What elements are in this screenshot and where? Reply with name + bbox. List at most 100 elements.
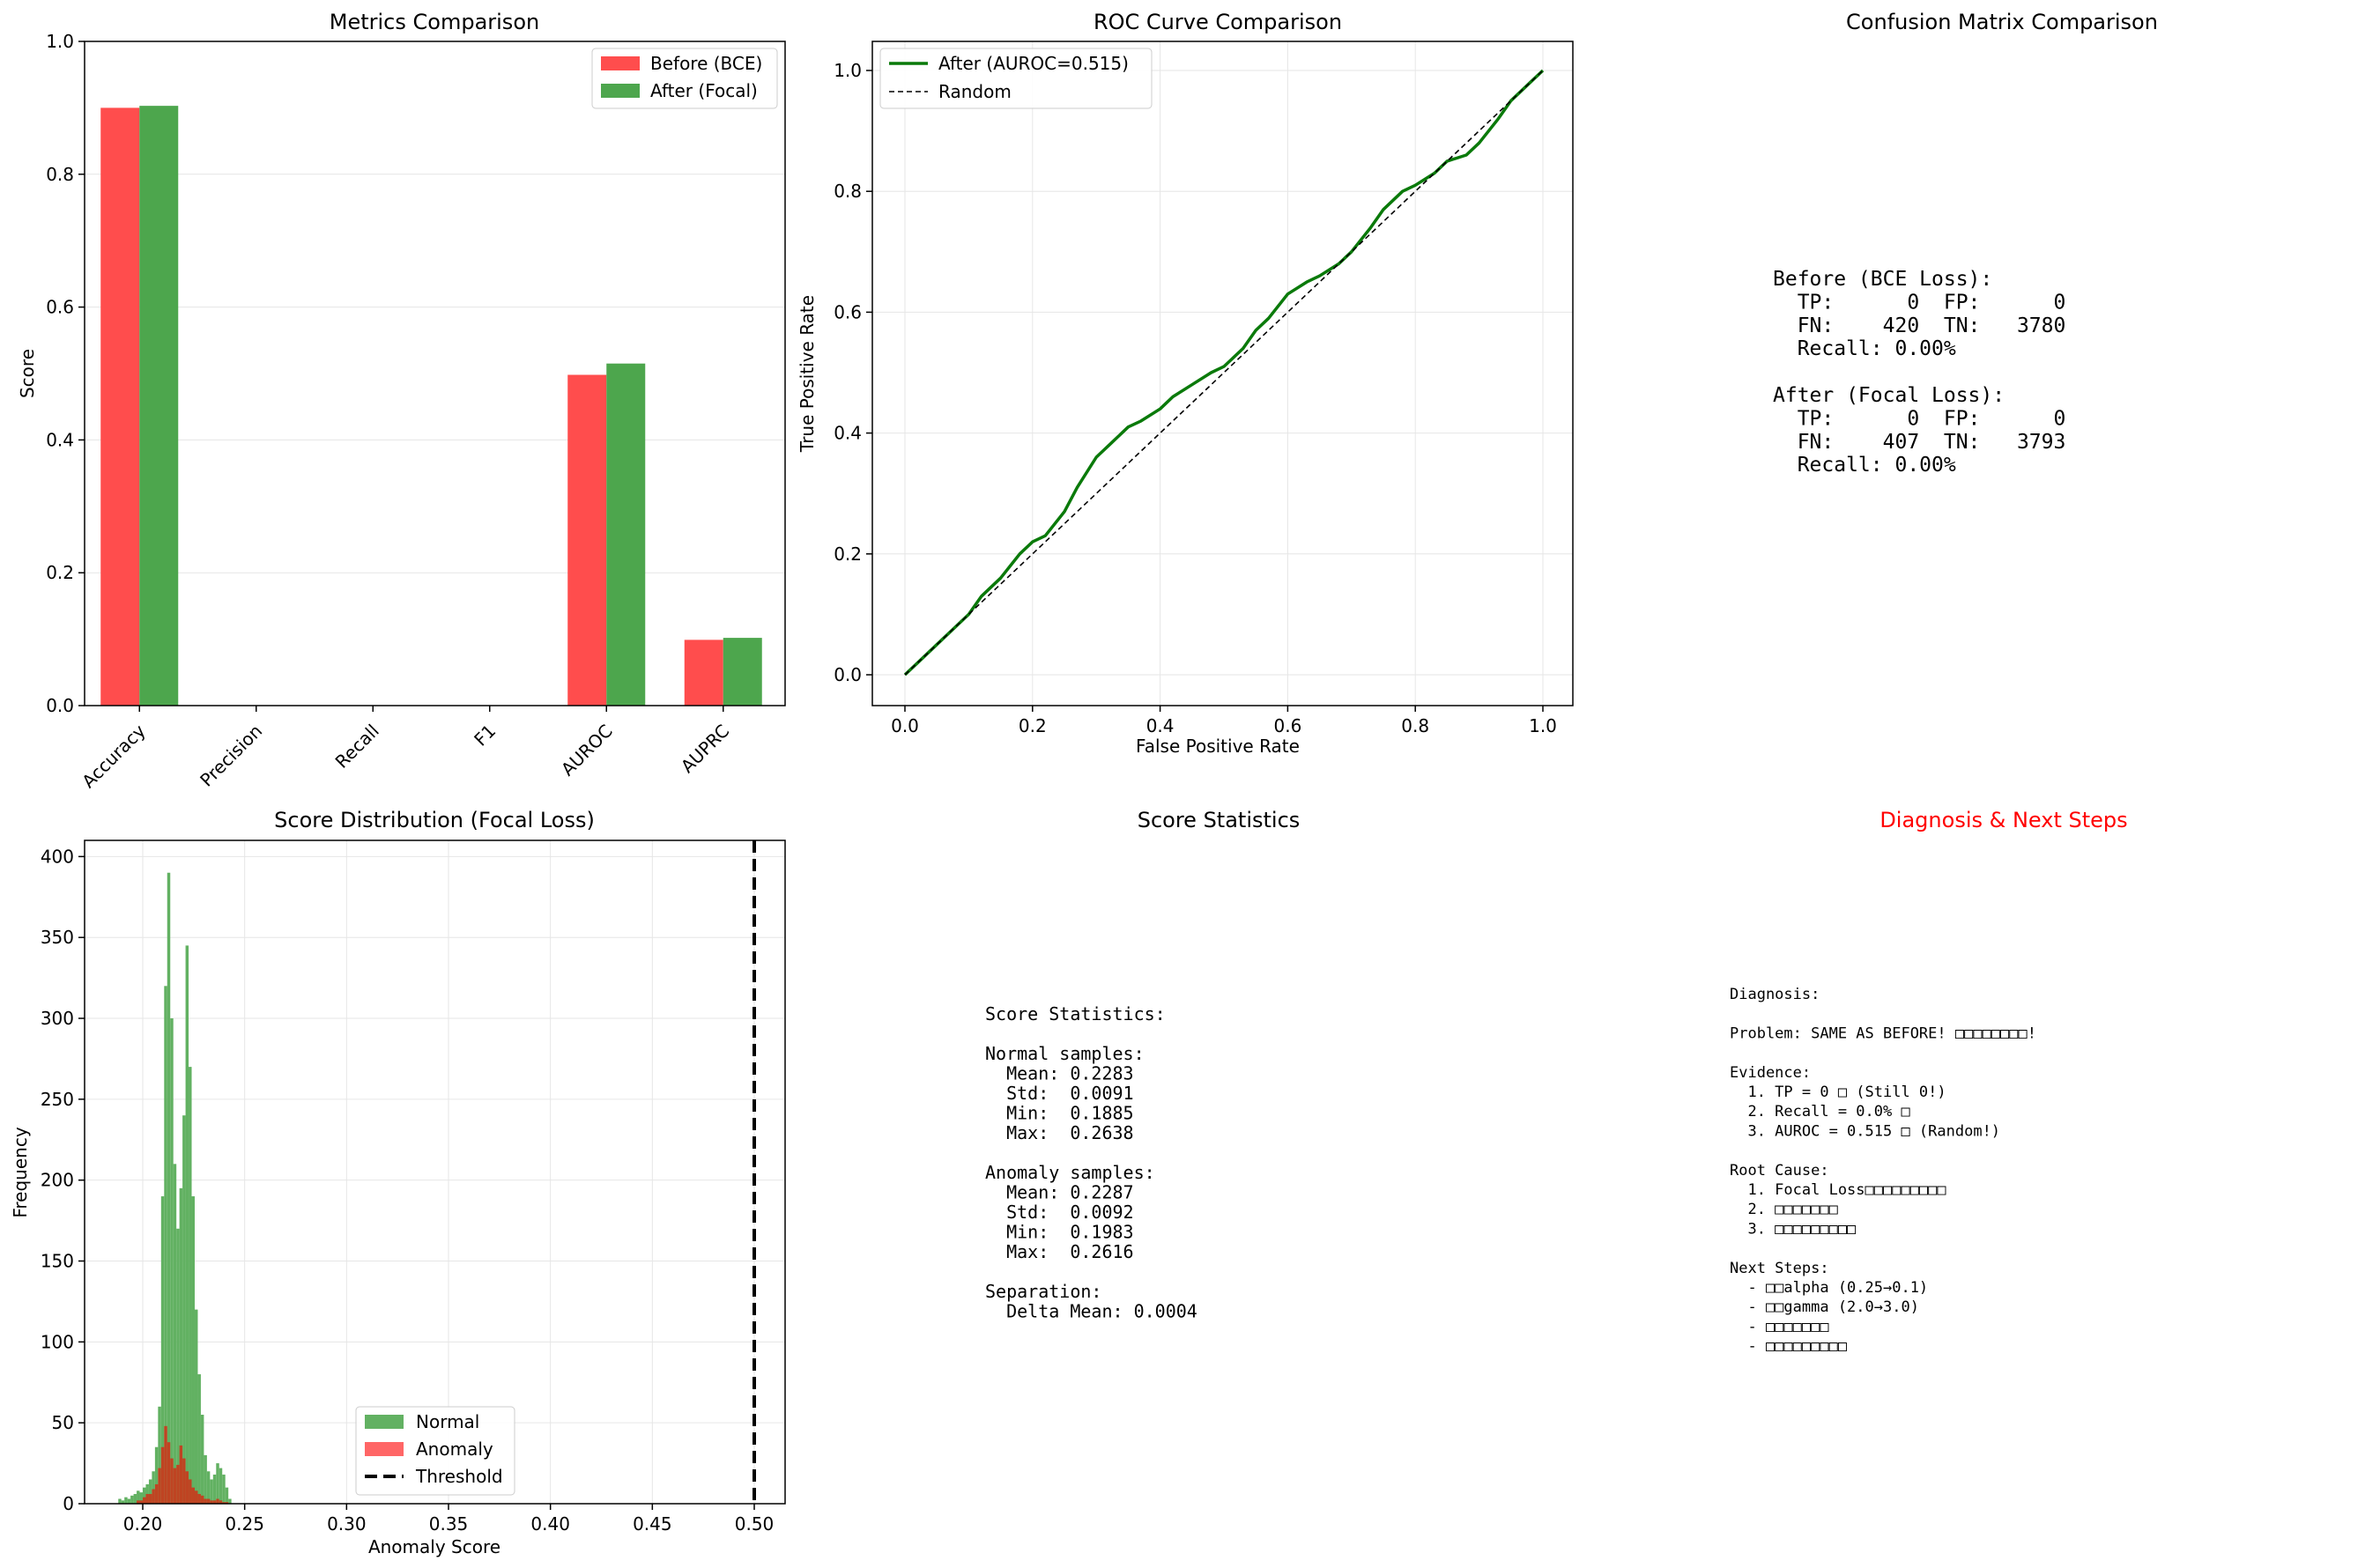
y-tick-label: 1.0	[834, 60, 862, 81]
statistics-text-block: Score Statistics: Normal samples: Mean: 0…	[985, 1003, 1197, 1322]
normal-histogram-bar	[143, 1487, 146, 1504]
y-tick-label: 50	[52, 1412, 74, 1433]
normal-histogram-bar	[148, 1479, 152, 1504]
anomaly-histogram-bar	[145, 1493, 149, 1504]
normal-histogram-bar	[167, 872, 171, 1504]
legend-label: Threshold	[415, 1466, 503, 1487]
legend-label: Before (BCE)	[650, 53, 762, 74]
text-line: Evidence:	[1730, 1064, 1811, 1082]
text-line: Anomaly samples:	[985, 1162, 1155, 1183]
bar	[100, 107, 140, 706]
anomaly-histogram-bar	[152, 1489, 155, 1504]
random-baseline-line	[904, 70, 1544, 676]
y-tick-label: 0.2	[46, 562, 74, 583]
anomaly-histogram-bar	[216, 1498, 219, 1504]
y-tick-label: 1.0	[46, 31, 74, 52]
metrics-chart-title: Metrics Comparison	[330, 10, 539, 34]
confusion-text-block: Before (BCE Loss): TP: 0 FP: 0 FN: 420 T…	[1773, 268, 2065, 477]
anomaly-histogram-bar	[137, 1500, 140, 1504]
normal-histogram-bar	[200, 1414, 204, 1504]
diagnosis-text-block: Diagnosis: Problem: SAME AS BEFORE! □□□□□…	[1730, 986, 2036, 1356]
normal-histogram-bar	[118, 1498, 122, 1504]
x-tick-label: 0.20	[123, 1513, 163, 1535]
text-line: 2. □□□□□□□	[1730, 1201, 1839, 1218]
bar	[139, 106, 179, 706]
anomaly-histogram-bar	[179, 1445, 183, 1504]
normal-histogram-bar	[173, 1164, 177, 1504]
y-tick-label: 100	[41, 1331, 74, 1352]
anomaly-histogram-bar	[204, 1498, 207, 1504]
normal-histogram-bar	[158, 1406, 161, 1504]
normal-histogram-bar	[216, 1463, 219, 1504]
anomaly-histogram-bar	[222, 1502, 226, 1504]
anomaly-histogram-bar	[225, 1502, 229, 1504]
anomaly-histogram-bar	[176, 1464, 180, 1504]
confusion-panel-title: Confusion Matrix Comparison	[1846, 10, 2158, 34]
normal-histogram-bar	[176, 1228, 180, 1504]
normal-histogram-bar	[154, 1446, 159, 1504]
anomaly-histogram-bar	[143, 1497, 146, 1504]
text-line: Recall: 0.00%	[1773, 454, 1956, 477]
y-tick-label: 0	[63, 1493, 74, 1514]
normal-histogram-bar	[182, 1115, 186, 1504]
legend-label: Random	[938, 81, 1012, 102]
plot-frame	[84, 839, 786, 1505]
text-line: - □□gamma (2.0→3.0)	[1730, 1298, 1919, 1316]
roc-chart-title: ROC Curve Comparison	[1094, 10, 1342, 34]
normal-histogram-bar	[179, 1187, 183, 1504]
text-line: Normal samples:	[985, 1043, 1145, 1064]
histogram-title: Score Distribution (Focal Loss)	[274, 808, 595, 832]
x-tick-label: 0.0	[891, 715, 919, 736]
normal-histogram-bar	[222, 1474, 226, 1504]
anomaly-histogram-bar	[182, 1458, 186, 1504]
y-tick-label: 200	[41, 1170, 74, 1191]
x-tick-label: 0.30	[327, 1513, 367, 1535]
text-line: Recall: 0.00%	[1773, 337, 1956, 360]
normal-histogram-bar	[185, 945, 189, 1504]
anomaly-histogram-bar	[167, 1442, 171, 1504]
y-tick-label: 0.8	[834, 181, 862, 202]
normal-histogram-bar	[228, 1498, 232, 1504]
text-line: 1. Focal Loss□□□□□□□□□	[1730, 1181, 1946, 1199]
normal-histogram-bar	[210, 1479, 213, 1504]
legend-label: After (AUROC=0.515)	[938, 53, 1129, 74]
normal-histogram-bar	[194, 1309, 198, 1504]
plot-frame	[84, 41, 786, 706]
normal-histogram-bar	[206, 1471, 211, 1504]
statistics-panel-title: Score Statistics	[1138, 808, 1301, 832]
anomaly-histogram-bar	[160, 1446, 165, 1504]
text-line: 3. AUROC = 0.515 □ (Random!)	[1730, 1122, 2000, 1140]
anomaly-histogram-bar	[200, 1495, 204, 1504]
y-tick-label: 0.6	[46, 297, 74, 318]
text-line: Score Statistics:	[985, 1003, 1166, 1024]
anomaly-histogram-bar	[206, 1498, 211, 1504]
text-line: Diagnosis:	[1730, 986, 1820, 1003]
legend-label: Anomaly	[416, 1439, 493, 1460]
normal-histogram-bar	[197, 1374, 201, 1504]
text-line: Separation:	[985, 1281, 1101, 1302]
diagnosis-panel-title: Diagnosis & Next Steps	[1879, 808, 2127, 832]
normal-histogram-bar	[225, 1487, 229, 1504]
bar	[723, 638, 762, 706]
normal-histogram-bar	[191, 1196, 195, 1504]
anomaly-histogram-bar	[148, 1493, 152, 1504]
text-line: Mean: 0.2283	[985, 1063, 1134, 1084]
histogram-y-axis-label: Frequency	[10, 1127, 31, 1217]
legend-box	[879, 48, 1153, 109]
legend-label: After (Focal)	[650, 80, 758, 101]
anomaly-histogram-bar	[197, 1493, 201, 1504]
x-tick-label: 0.4	[1146, 715, 1175, 736]
text-line: TP: 0 FP: 0	[1773, 407, 2065, 430]
y-tick-label: 300	[41, 1008, 74, 1029]
anomaly-histogram-bar	[185, 1471, 189, 1504]
normal-histogram-bar	[170, 1018, 174, 1504]
text-line: - □□□□□□□	[1730, 1318, 1829, 1335]
text-line: 3. □□□□□□□□□	[1730, 1220, 1857, 1238]
plot-frame	[871, 41, 1574, 706]
x-tick-label: 0.8	[1401, 715, 1429, 736]
legend-swatch	[365, 1415, 404, 1429]
y-tick-label: 350	[41, 927, 74, 948]
normal-histogram-bar	[139, 1492, 143, 1504]
